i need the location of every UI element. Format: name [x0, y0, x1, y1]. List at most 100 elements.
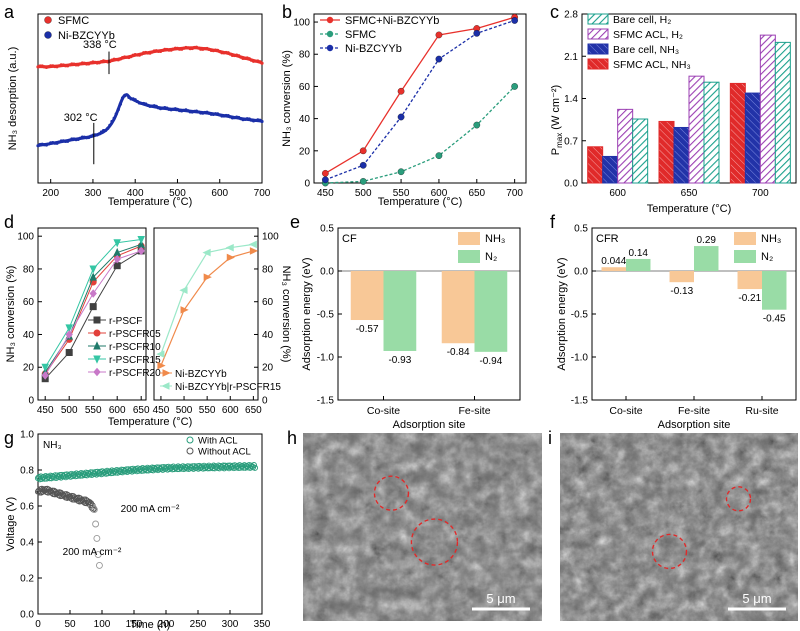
data-point	[179, 286, 188, 295]
y-tick-label: 100	[293, 18, 310, 29]
data-point	[397, 113, 405, 121]
data-point	[226, 253, 235, 262]
legend-marker	[93, 341, 101, 350]
x-tick-label: 200	[42, 188, 59, 199]
x-axis-label: Time (h)	[130, 619, 171, 631]
y-tick-label: 0.7	[564, 136, 578, 147]
bar-Bare cell, H₂-700	[744, 92, 761, 184]
data-point	[359, 178, 367, 185]
data-point	[116, 107, 120, 112]
data-point	[260, 61, 264, 65]
series-line-Ni-BZCYYb	[160, 250, 254, 366]
data-point-without-acl	[90, 506, 98, 514]
annotation-label: 200 mA cm⁻²	[121, 504, 180, 515]
data-point	[260, 119, 264, 124]
y-tick-label: 2.8	[564, 10, 578, 21]
plot-frame-left	[37, 227, 147, 401]
bar-Bare cell, NH₃-700	[729, 82, 746, 184]
y-tick-label: 20	[23, 363, 35, 374]
x-tick-label: 350	[254, 619, 271, 630]
data-point	[248, 240, 257, 249]
x-tick-label: 650	[681, 188, 698, 199]
legend-swatch	[587, 13, 609, 25]
data-point	[322, 169, 329, 177]
x-tick-label: 600	[609, 188, 626, 199]
bar-Bare cell, H₂-650	[673, 126, 690, 184]
data-point	[97, 132, 101, 136]
data-point-without-acl	[92, 520, 100, 528]
bar-SFMC ACL, H₂-700	[774, 41, 791, 184]
data-point	[322, 176, 329, 184]
x-tick-label: Co-site	[609, 405, 642, 417]
y-tick-label-right: 20	[262, 363, 274, 374]
x-tick-label: 550	[199, 405, 216, 416]
series-line-SFMC+Ni-BZCYYb	[325, 16, 515, 174]
bar-SFMC ACL, H₂-600	[632, 118, 649, 184]
data-point	[104, 128, 108, 132]
legend-marker	[93, 329, 101, 337]
panel-title: NH₃	[43, 440, 62, 451]
data-label: -0.93	[388, 355, 411, 366]
y-tick-label-right: 40	[262, 330, 274, 341]
data-point	[113, 254, 121, 264]
x-tick-label: Fe-site	[458, 405, 490, 417]
x-tick-label: Fe-site	[678, 405, 710, 417]
bar-N₂-Co-site	[383, 271, 417, 351]
panel-a: 200 300 400 500 600 700 Temperature (°C) NH₃ de…	[7, 13, 271, 208]
y-tick-label-right: 0	[262, 396, 268, 407]
data-point	[89, 303, 97, 311]
x-tick-label: 100	[94, 619, 111, 630]
data-point	[435, 152, 443, 159]
panel-label-a: a	[4, 2, 15, 22]
x-tick-label: 550	[85, 405, 102, 416]
x-tick-label: 550	[393, 188, 410, 199]
x-tick-label: 700	[506, 188, 523, 199]
data-point-without-acl	[93, 534, 101, 542]
x-tick-label: 450	[37, 405, 54, 416]
data-point	[41, 371, 49, 380]
y-tick-label: 0.0	[320, 267, 334, 278]
data-point	[110, 119, 114, 124]
data-point	[180, 306, 189, 314]
panel-label-e: e	[290, 212, 300, 232]
y-tick-label: 0	[28, 396, 34, 407]
data-label: -0.21	[738, 293, 761, 304]
data-label: 0.044	[601, 256, 626, 267]
data-point-without-acl	[94, 551, 102, 559]
y-tick-label-right: 80	[262, 264, 274, 275]
x-tick-label: 0	[35, 619, 41, 630]
data-label: -0.94	[479, 356, 502, 367]
y-tick-label: 0.6	[20, 502, 34, 513]
data-point	[225, 243, 234, 252]
legend-label: Ni-BZCYYb	[58, 30, 115, 42]
data-label: 0.14	[629, 248, 649, 259]
x-tick-label: 700	[254, 188, 271, 199]
bar-NH₃-Co-site	[601, 267, 626, 271]
legend-label: Ni-BZCYYb	[345, 43, 402, 55]
data-point	[65, 330, 73, 339]
highlight-circle	[410, 518, 459, 566]
data-point	[41, 363, 49, 372]
bar-NH₃-Fe-site	[441, 271, 475, 344]
data-label: -0.57	[356, 324, 379, 335]
x-tick-label: 50	[64, 619, 76, 630]
data-point	[435, 55, 443, 63]
data-point	[435, 31, 443, 39]
y-tick-label: 100	[17, 232, 34, 243]
x-tick-label: 700	[752, 188, 769, 199]
y-tick-label: 0.2	[20, 574, 34, 585]
y-tick-label: -1.5	[571, 396, 589, 407]
panel-h: 5 μm	[303, 433, 542, 621]
y-tick-label: -0.5	[571, 310, 589, 321]
legend-label: SFMC ACL, NH₃	[613, 59, 691, 71]
bar-N₂-Fe-site	[474, 271, 508, 352]
y-tick-label: 0.5	[574, 224, 588, 235]
annotation-label: 302 °C	[64, 112, 98, 124]
bar-Bare cell, H₂-600	[602, 155, 619, 184]
y-tick-label: 2.1	[564, 52, 578, 63]
x-tick-label: 200	[158, 619, 175, 630]
x-tick-label: 300	[85, 188, 102, 199]
x-axis-label: Adsorption site	[393, 419, 466, 431]
data-point	[118, 102, 123, 106]
highlight-circle	[725, 486, 752, 512]
